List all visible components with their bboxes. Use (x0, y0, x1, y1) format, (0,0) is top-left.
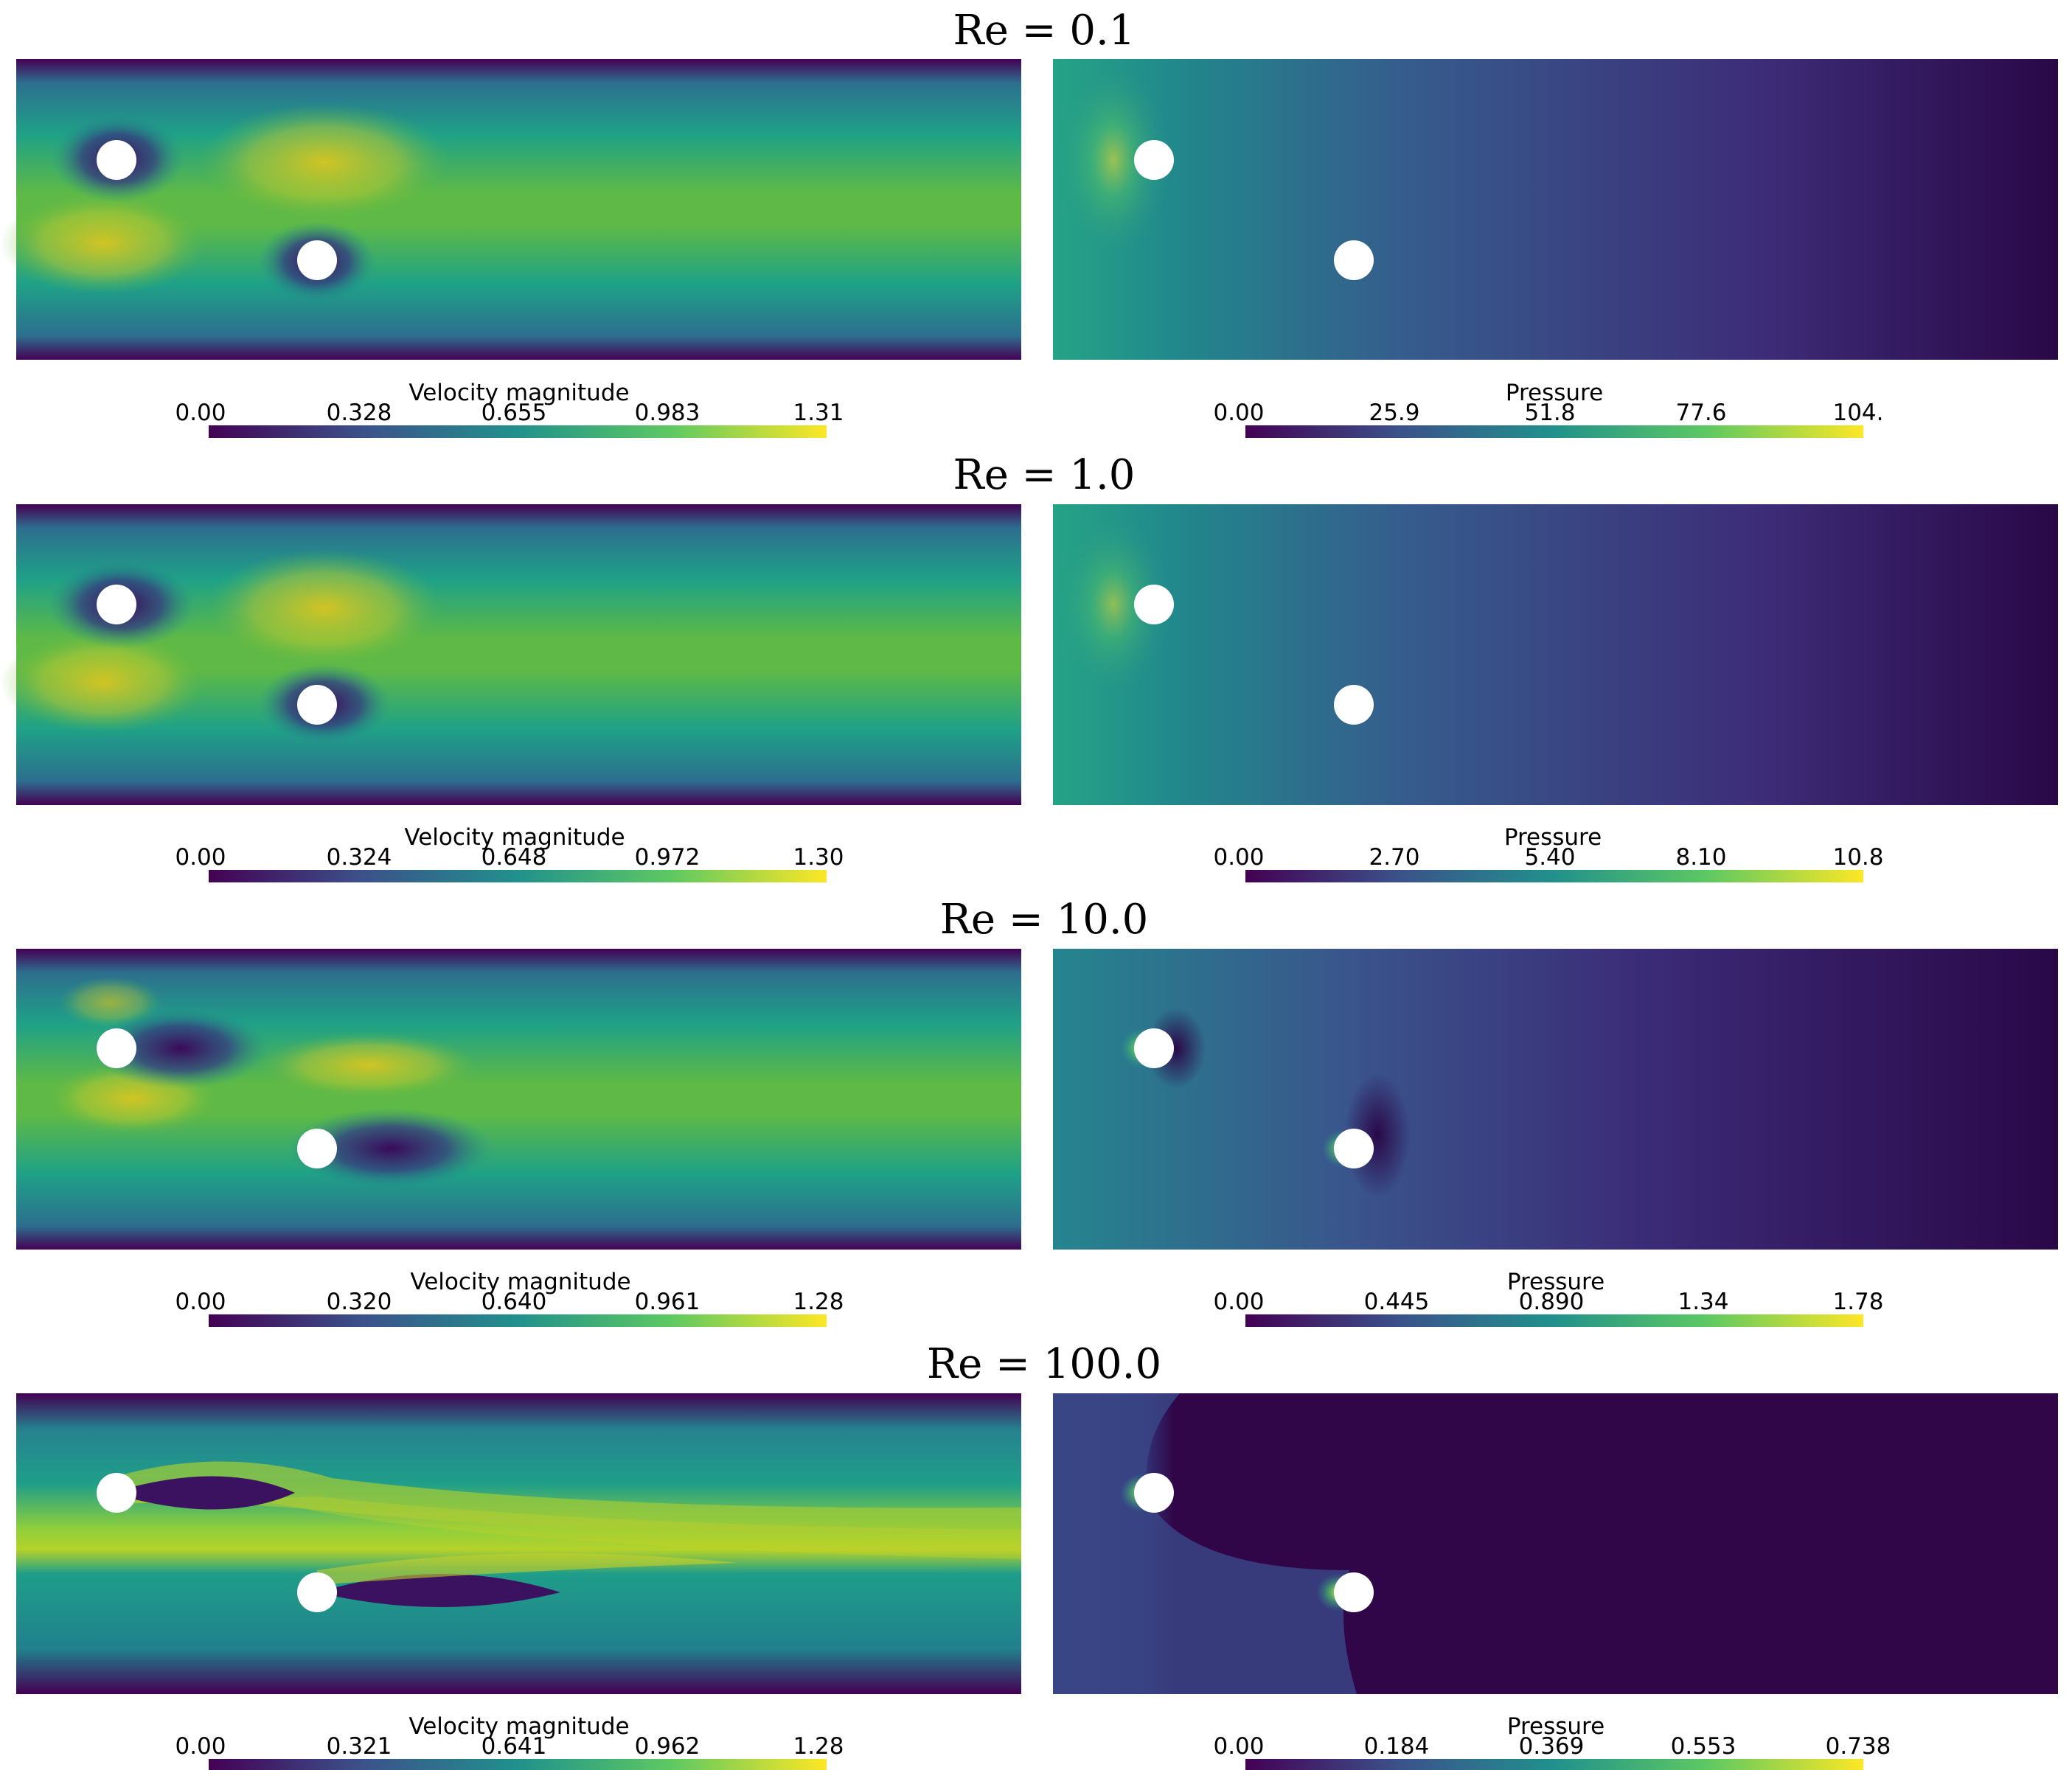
tick-label: 0.00 (175, 1733, 226, 1760)
tick-label: 5.40 (1524, 844, 1575, 871)
colorbar (209, 870, 827, 882)
pressure-field (1053, 1393, 2058, 1694)
tick-label: 0.972 (635, 844, 700, 871)
colorbar (209, 1759, 827, 1770)
cylinder-1 (97, 1473, 136, 1513)
cylinder-1 (97, 140, 136, 180)
colorbar (209, 425, 827, 438)
tick-label: 1.30 (793, 844, 844, 871)
tick-label: 51.8 (1524, 400, 1575, 426)
cylinder-1 (97, 1028, 136, 1068)
cylinder-2 (297, 240, 337, 280)
tick-label: 0.962 (635, 1733, 700, 1760)
tick-label: 0.328 (327, 400, 392, 426)
pressure-colorbar: Pressure 0.00 0.445 0.890 1.34 1.78 (1213, 1269, 1884, 1327)
tick-label: 0.00 (175, 1289, 226, 1315)
colorbar-label: Velocity magnitude (409, 1713, 629, 1740)
cylinder-1 (1134, 1473, 1174, 1513)
tick-label: 0.961 (635, 1289, 700, 1315)
row-re-100.0: Re = 100.0 Velocity magnitude 0.00 0.321… (16, 1340, 2058, 1770)
tick-label: 1.31 (793, 400, 844, 426)
cylinder-2 (297, 1572, 337, 1612)
row-title: Re = 0.1 (953, 7, 1136, 55)
cylinder-2 (1334, 240, 1374, 280)
colorbar-label: Pressure (1504, 824, 1602, 851)
tick-label: 0.00 (1213, 400, 1264, 426)
tick-label: 0.983 (635, 400, 700, 426)
colorbar (1245, 1314, 1863, 1327)
tick-label: 77.6 (1675, 400, 1726, 426)
tick-label: 0.00 (1213, 1289, 1264, 1315)
colorbar-label: Velocity magnitude (410, 1269, 630, 1295)
tick-label: 25.9 (1369, 400, 1419, 426)
cylinder-1 (1134, 1028, 1174, 1068)
pressure-colorbar: Pressure 0.00 0.184 0.369 0.553 0.738 (1213, 1713, 1891, 1770)
tick-label: 0.655 (482, 400, 547, 426)
velocity-colorbar: Velocity magnitude 0.00 0.328 0.655 0.98… (175, 380, 844, 438)
colorbar-label: Pressure (1507, 1269, 1605, 1295)
row-title: Re = 10.0 (940, 896, 1149, 944)
cylinder-1 (97, 585, 136, 624)
tick-label: 0.640 (482, 1289, 547, 1315)
tick-label: 0.369 (1519, 1733, 1585, 1760)
tick-label: 1.28 (793, 1733, 844, 1760)
tick-label: 0.738 (1826, 1733, 1891, 1760)
tick-label: 2.70 (1369, 844, 1419, 871)
velocity-field (0, 59, 1021, 360)
tick-label: 0.321 (327, 1733, 392, 1760)
velocity-field (16, 949, 1021, 1250)
tick-label: 0.00 (175, 400, 226, 426)
cylinder-2 (297, 685, 337, 725)
cylinder-1 (1134, 585, 1174, 624)
tick-label: 10.8 (1832, 844, 1883, 871)
tick-label: 0.445 (1364, 1289, 1430, 1315)
pressure-colorbar: Pressure 0.00 25.9 51.8 77.6 104. (1213, 380, 1884, 438)
colorbar (209, 1314, 827, 1327)
colorbar (1245, 425, 1863, 438)
pressure-colorbar: Pressure 0.00 2.70 5.40 8.10 10.8 (1213, 824, 1884, 882)
velocity-colorbar: Velocity magnitude 0.00 0.321 0.641 0.96… (175, 1713, 844, 1770)
tick-label: 0.890 (1519, 1289, 1585, 1315)
velocity-field (0, 504, 1021, 805)
tick-label: 1.34 (1678, 1289, 1728, 1315)
tick-label: 0.00 (1213, 1733, 1264, 1760)
cylinder-2 (1334, 685, 1374, 725)
cylinder-2 (1334, 1129, 1374, 1168)
tick-label: 1.78 (1832, 1289, 1883, 1315)
row-title: Re = 100.0 (927, 1340, 1161, 1388)
tick-label: 0.320 (327, 1289, 392, 1315)
velocity-colorbar: Velocity magnitude 0.00 0.324 0.648 0.97… (175, 824, 844, 882)
tick-label: 0.648 (482, 844, 547, 871)
tick-label: 0.324 (327, 844, 392, 871)
row-re-0.1: Re = 0.1 Velocity magnitude 0.00 0.328 0… (0, 7, 2058, 438)
tick-label: 0.00 (175, 844, 226, 871)
cylinder-2 (1334, 1572, 1374, 1612)
row-title: Re = 1.0 (953, 451, 1136, 499)
tick-label: 104. (1832, 400, 1883, 426)
tick-label: 0.184 (1364, 1733, 1430, 1760)
pressure-field (1053, 504, 2058, 805)
tick-label: 8.10 (1675, 844, 1726, 871)
colorbar (1245, 1759, 1863, 1770)
colorbar-label: Pressure (1507, 1713, 1605, 1740)
tick-label: 0.641 (482, 1733, 547, 1760)
row-re-1.0: Re = 1.0 Velocity magnitude 0.00 0.324 0… (0, 451, 2058, 882)
row-re-10.0: Re = 10.0 Velocity magnitude 0.00 0.320 … (16, 896, 2058, 1327)
tick-label: 0.553 (1671, 1733, 1736, 1760)
colorbar (1245, 870, 1863, 882)
cylinder-1 (1134, 140, 1174, 180)
colorbar-label: Pressure (1506, 380, 1603, 406)
colorbar-label: Velocity magnitude (409, 380, 629, 406)
pressure-field (1053, 949, 2058, 1250)
velocity-colorbar: Velocity magnitude 0.00 0.320 0.640 0.96… (175, 1269, 844, 1327)
tick-label: 1.28 (793, 1289, 844, 1315)
tick-label: 0.00 (1213, 844, 1264, 871)
colorbar-label: Velocity magnitude (404, 824, 625, 851)
pressure-field (1053, 57, 2058, 360)
velocity-field (16, 1393, 1021, 1694)
cylinder-2 (297, 1129, 337, 1168)
